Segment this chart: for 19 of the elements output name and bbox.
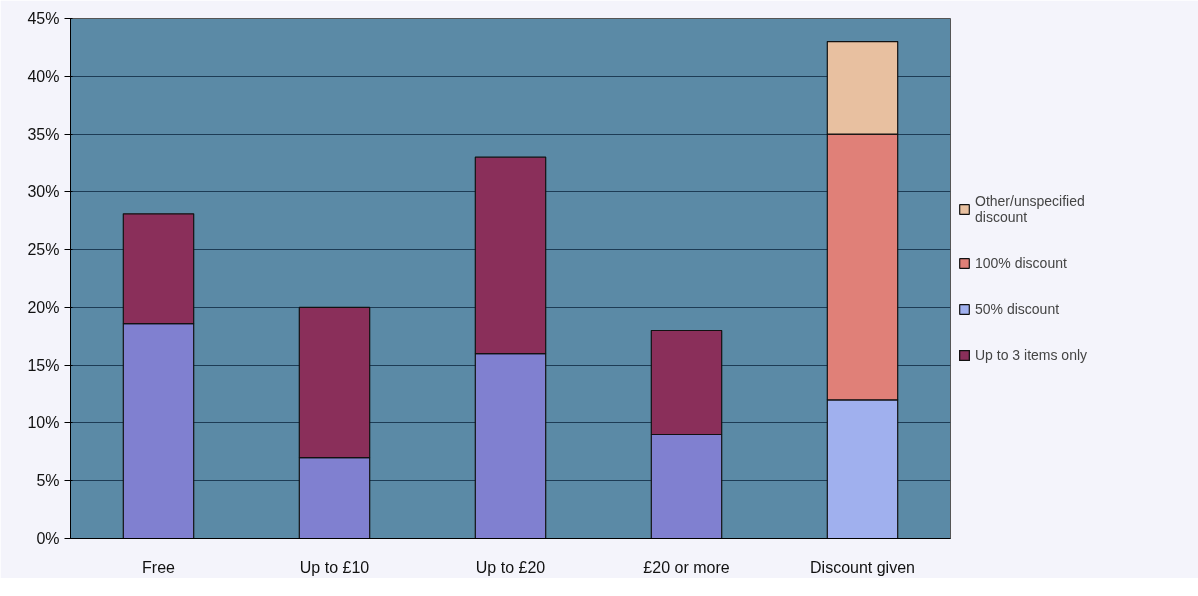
x-tick-label: Free (142, 558, 176, 576)
y-tick-label: 10% (27, 414, 60, 432)
y-tick-label: 5% (36, 472, 60, 490)
x-tick-label: Discount given (810, 558, 915, 576)
x-tick-label: £20 or more (643, 558, 730, 576)
legend-label: Other/unspecified discount (975, 193, 1085, 225)
legend-label: Up to 3 items only (975, 347, 1088, 363)
x-tick-label: Up to £20 (475, 558, 546, 576)
x-tick-label: Up to £10 (299, 558, 370, 576)
y-tick-label: 40% (27, 67, 60, 85)
y-tick-label: 15% (27, 356, 60, 374)
y-tick-label: 35% (27, 125, 60, 143)
y-tick-label: 20% (27, 298, 60, 316)
y-tick-label: 25% (27, 241, 60, 259)
y-tick-label: 45% (27, 10, 60, 27)
y-tick-label: 0% (36, 530, 60, 547)
y-tick-label: 30% (27, 183, 60, 201)
legend-label: 100% discount (975, 255, 1067, 271)
legend-label: 50% discount (975, 301, 1060, 317)
